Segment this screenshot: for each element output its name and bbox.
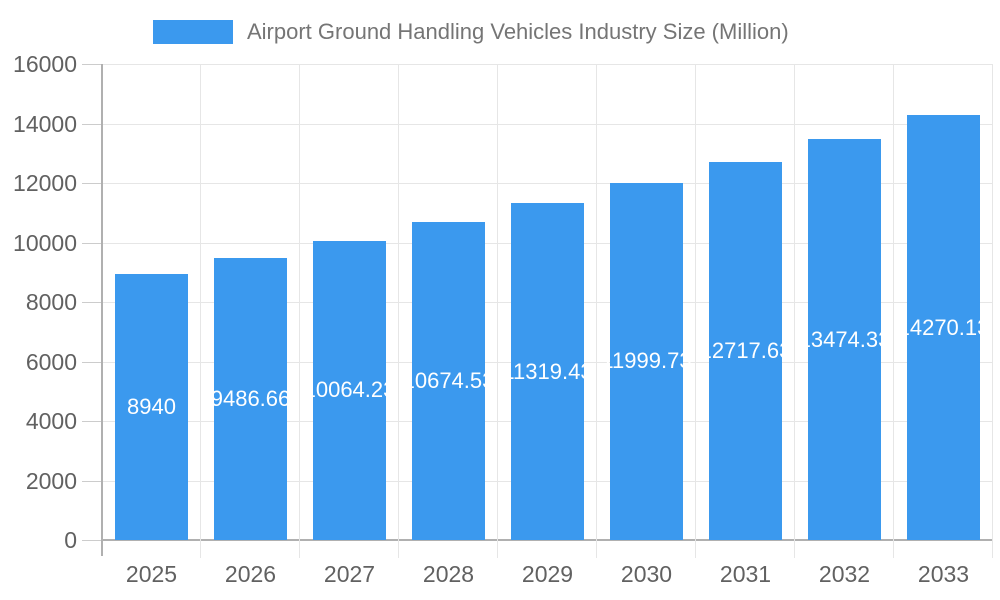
x-gridline	[200, 64, 201, 558]
y-axis-tick	[82, 183, 102, 184]
bar-value-label: 9486.66	[210, 385, 291, 411]
y-axis-label: 6000	[25, 348, 77, 375]
x-axis-label: 2026	[224, 561, 277, 587]
y-gridline	[102, 183, 993, 184]
x-gridline	[695, 64, 696, 558]
bar[interactable]: 10064.23	[304, 240, 395, 540]
y-axis-label: 4000	[25, 408, 77, 434]
bar-value-label: 8940	[127, 394, 176, 419]
bar[interactable]: 11319.43	[502, 203, 593, 540]
y-axis-line	[101, 64, 103, 556]
y-axis-tick	[82, 540, 102, 541]
plot-area: 0 2000 4000 6000 8000 10000 12000 14000 16000 894…	[13, 51, 993, 587]
bar-value-label: 10674.53	[402, 368, 495, 394]
bar-value-label: 12717.63	[699, 337, 792, 363]
y-axis-label: 12000	[13, 170, 77, 196]
y-axis-tick	[82, 361, 102, 363]
bar-value-label: 10064.23	[303, 377, 396, 403]
x-gridline	[992, 64, 993, 558]
x-axis-label: 2025	[125, 561, 178, 587]
x-gridline	[299, 64, 300, 558]
x-axis-line	[102, 539, 993, 541]
legend-swatch	[153, 20, 233, 44]
bar[interactable]: 12717.63	[700, 161, 791, 540]
bar[interactable]: 14270.13	[898, 115, 989, 540]
y-axis-tick	[82, 302, 102, 303]
y-gridline	[102, 123, 993, 125]
bar-value-label: 14270.13	[897, 314, 990, 340]
y-axis-label: 8000	[25, 289, 77, 315]
x-gridline	[596, 64, 597, 558]
x-axis-label: 2028	[422, 561, 475, 587]
bar-value-label: 13474.33	[798, 326, 891, 352]
x-axis-label: 2027	[323, 561, 376, 587]
y-axis-tick	[82, 421, 102, 422]
x-axis-label: 2033	[917, 561, 970, 587]
bar[interactable]: 10674.53	[403, 222, 494, 540]
x-gridline	[398, 64, 399, 558]
bar-value-label: 11319.43	[502, 358, 593, 384]
x-gridline	[497, 64, 498, 558]
bar[interactable]: 13474.33	[799, 139, 890, 540]
x-gridline	[893, 64, 894, 558]
bar[interactable]: 9486.66	[211, 257, 290, 540]
y-gridline	[102, 64, 993, 65]
y-axis-label: 10000	[13, 229, 77, 256]
x-axis-label: 2032	[818, 561, 871, 587]
legend-label: Airport Ground Handling Vehicles Industr…	[247, 19, 789, 44]
x-axis-label: 2029	[521, 561, 574, 587]
legend-item[interactable]: Airport Ground Handling Vehicles Industr…	[153, 20, 789, 44]
y-axis-tick	[82, 123, 102, 125]
bar[interactable]: 11999.73	[601, 183, 692, 540]
y-axis-label: 16000	[13, 51, 77, 77]
y-axis-label: 14000	[13, 110, 77, 137]
bar-value-label: 11999.73	[601, 348, 692, 374]
y-axis-tick	[82, 64, 102, 65]
y-axis-tick	[82, 480, 102, 482]
y-axis-tick	[82, 242, 102, 244]
y-axis-label: 0	[64, 527, 77, 553]
bar[interactable]: 8940	[115, 274, 188, 540]
x-gridline	[794, 64, 795, 558]
y-axis-label: 2000	[25, 467, 77, 494]
x-axis-label: 2031	[719, 561, 772, 587]
x-axis-label: 2030	[620, 561, 673, 587]
